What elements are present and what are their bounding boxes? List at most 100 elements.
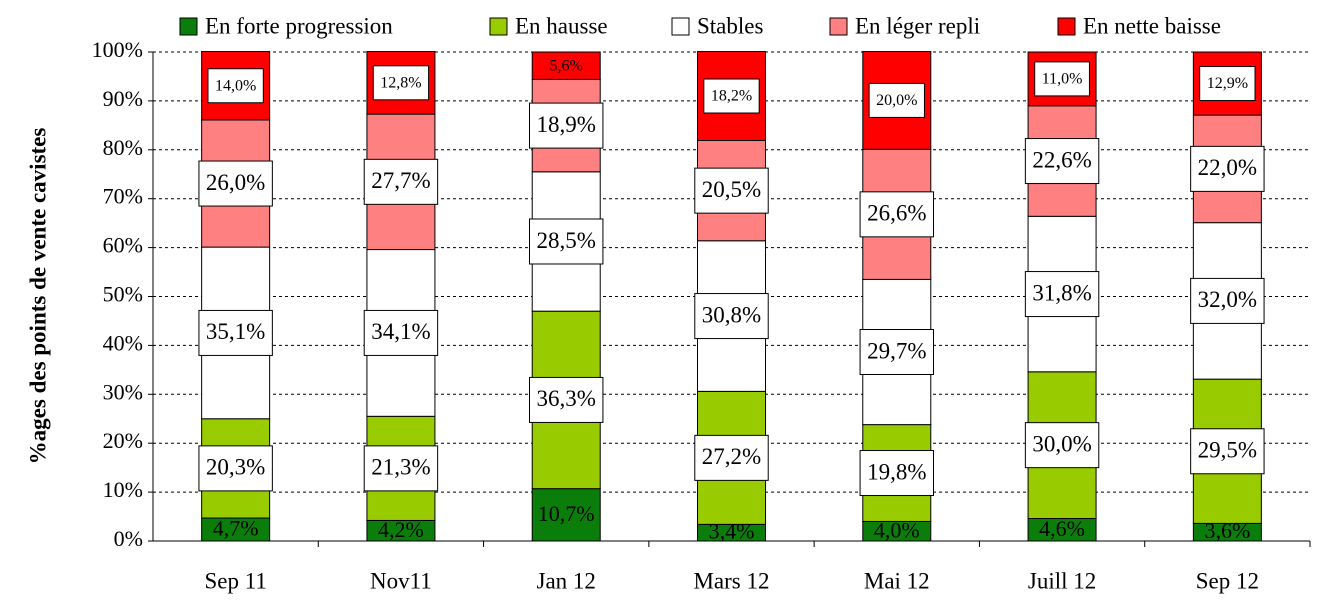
value-label-group: 11,0% [1034, 61, 1090, 97]
value-label-group: 32,0% [1190, 277, 1265, 324]
value-label-group: 5,6% [550, 57, 583, 74]
legend-swatch [179, 17, 198, 36]
value-label: 22,0% [1198, 155, 1257, 180]
legend-swatch [1057, 17, 1076, 36]
value-label-box [694, 167, 769, 214]
value-label: 19,8% [867, 459, 926, 484]
value-label-group: 22,0% [1190, 145, 1265, 192]
value-label-group: 10,7% [538, 501, 595, 526]
x-tick-label: Nov11 [370, 568, 432, 593]
value-label: 27,2% [702, 444, 761, 469]
value-label: 12,9% [1207, 75, 1248, 92]
value-label-group: 3,4% [709, 519, 755, 544]
value-label-box [529, 102, 604, 149]
value-label-box [1034, 61, 1090, 97]
value-label-group: 3,6% [1204, 518, 1250, 543]
y-tick-label: 50% [103, 282, 143, 307]
y-tick-label: 90% [103, 86, 143, 111]
value-label: 4,0% [874, 517, 920, 542]
value-label: 10,7% [538, 501, 595, 526]
value-label-box [207, 68, 264, 104]
value-label-group: 4,6% [1039, 516, 1085, 541]
value-label-box [859, 329, 934, 376]
value-label-group: 27,2% [694, 434, 769, 481]
value-label-box [1190, 428, 1265, 475]
value-label-group: 35,1% [198, 309, 273, 356]
value-label-box [363, 158, 439, 205]
value-label-box [198, 309, 273, 356]
y-tick-label: 20% [103, 428, 143, 453]
value-label: 20,3% [206, 455, 265, 480]
value-label: 14,0% [215, 77, 256, 94]
x-tick-label: Mai 12 [864, 568, 930, 593]
value-label-group: 21,3% [363, 445, 439, 492]
value-label: 18,2% [711, 88, 752, 105]
value-label-group: 26,0% [198, 160, 273, 207]
value-label: 30,8% [702, 302, 761, 327]
value-label: 34,1% [371, 319, 430, 344]
value-label-group: 31,8% [1024, 271, 1100, 318]
x-tick-label: Sep 12 [1196, 568, 1259, 593]
value-label-group: 14,0% [207, 68, 264, 104]
value-label-group: 4,7% [213, 516, 259, 541]
value-label-group: 28,5% [529, 218, 604, 265]
value-label-box [1024, 138, 1100, 185]
value-label: 4,2% [378, 517, 424, 542]
value-label: 36,3% [537, 386, 596, 411]
legend-label: En forte progression [205, 13, 393, 38]
value-label-group: 18,2% [703, 78, 760, 114]
value-label-group: 36,3% [529, 376, 604, 423]
value-label-box [1199, 66, 1256, 102]
value-label-group: 29,7% [859, 329, 934, 376]
value-label: 4,6% [1039, 516, 1085, 541]
value-label: 22,6% [1032, 147, 1091, 172]
value-label-group: 29,5% [1190, 428, 1265, 475]
value-label-box [1024, 422, 1100, 469]
value-label-group: 12,9% [1199, 66, 1256, 102]
legend-label: En nette baisse [1083, 13, 1221, 38]
value-label-box [694, 293, 769, 340]
value-label: 3,6% [1204, 518, 1250, 543]
value-label-box [859, 191, 934, 238]
x-tick-label: Mars 12 [693, 568, 769, 593]
value-label-group: 18,9% [529, 102, 604, 149]
value-label-box [703, 78, 760, 114]
value-label-group: 20,5% [694, 167, 769, 214]
value-label-group: 34,1% [363, 309, 439, 356]
legend-swatch [829, 17, 848, 36]
value-label-box [694, 434, 769, 481]
value-label: 26,0% [206, 170, 265, 195]
value-label: 27,7% [371, 168, 430, 193]
value-label-group: 20,0% [868, 82, 925, 118]
legend-swatch [671, 17, 690, 36]
value-label: 4,7% [213, 516, 259, 541]
value-label-box [1024, 271, 1100, 318]
legend-label: Stables [697, 13, 763, 38]
value-label-group: 19,8% [859, 450, 934, 497]
y-tick-label: 70% [103, 184, 143, 209]
legend-label: En léger repli [855, 13, 980, 38]
value-label: 32,0% [1198, 287, 1257, 312]
x-tick-label: Sep 11 [204, 568, 266, 593]
value-label-box [529, 218, 604, 265]
value-label-box [198, 160, 273, 207]
value-label: 30,0% [1032, 431, 1091, 456]
value-label-box [372, 65, 430, 101]
value-label-box [859, 450, 934, 497]
value-label-group: 30,0% [1024, 422, 1100, 469]
x-tick-label: Jan 12 [537, 568, 596, 593]
value-label: 28,5% [537, 228, 596, 253]
value-label-group: 4,0% [874, 517, 920, 542]
y-tick-label: 0% [114, 526, 143, 551]
value-label-box [1190, 145, 1265, 192]
legend-swatch [489, 17, 508, 36]
y-tick-label: 40% [103, 330, 143, 355]
value-label-group: 12,8% [372, 65, 430, 101]
bar-segment [531, 51, 601, 80]
value-label-group: 20,3% [198, 445, 273, 492]
value-label-box [529, 376, 604, 423]
value-label: 12,8% [380, 74, 421, 91]
bar-segment [531, 488, 601, 542]
value-label: 20,0% [876, 92, 917, 109]
value-label: 5,6% [550, 57, 583, 74]
